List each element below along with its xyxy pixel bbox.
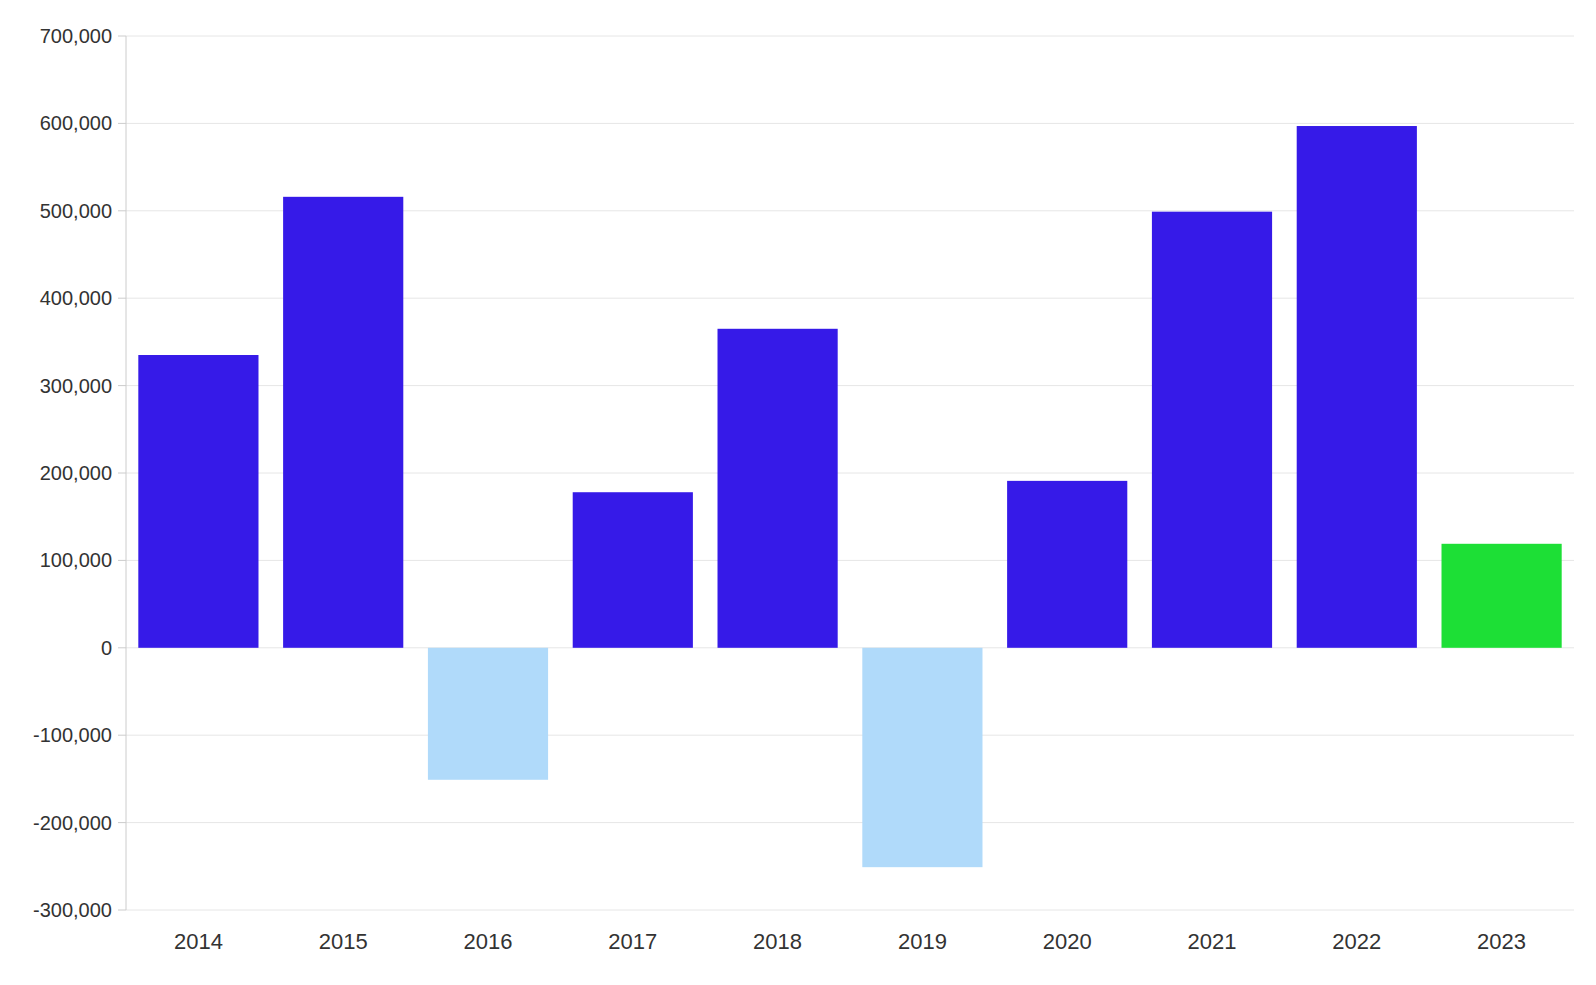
y-tick-label: -300,000 (33, 899, 112, 921)
tick-mark (118, 473, 126, 474)
tick-mark (118, 123, 126, 124)
y-tick-label: 300,000 (40, 375, 112, 397)
tick-mark (118, 560, 126, 561)
bar (283, 197, 403, 648)
x-tick-label: 2017 (608, 929, 657, 954)
bar (428, 648, 548, 780)
x-tick-label: 2023 (1477, 929, 1526, 954)
bar (1297, 126, 1417, 648)
tick-mark (118, 385, 126, 386)
y-tick-label: 700,000 (40, 25, 112, 47)
tick-mark (118, 210, 126, 211)
tick-mark (118, 735, 126, 736)
x-tick-label: 2019 (898, 929, 947, 954)
x-tick-label: 2022 (1332, 929, 1381, 954)
y-tick-label: 0 (101, 637, 112, 659)
tick-mark (118, 910, 126, 911)
y-tick-label: 400,000 (40, 287, 112, 309)
x-tick-label: 2016 (464, 929, 513, 954)
y-tick-label: 500,000 (40, 200, 112, 222)
x-tick-label: 2018 (753, 929, 802, 954)
bars (138, 126, 1561, 867)
bar (1442, 544, 1562, 648)
y-tick-label: 600,000 (40, 112, 112, 134)
bar (1007, 481, 1127, 648)
bar (862, 648, 982, 867)
x-tick-label: 2015 (319, 929, 368, 954)
y-tick-label: 100,000 (40, 549, 112, 571)
tick-mark (118, 647, 126, 648)
grid (118, 36, 1574, 910)
bar (1152, 212, 1272, 648)
bar (718, 329, 838, 648)
y-tick-label: -200,000 (33, 812, 112, 834)
tick-mark (118, 298, 126, 299)
x-tick-label: 2014 (174, 929, 223, 954)
grid-line (126, 36, 1574, 37)
tick-mark (118, 36, 126, 37)
y-axis-line (126, 36, 127, 910)
grid-line (126, 123, 1574, 124)
tick-mark (118, 822, 126, 823)
x-tick-label: 2020 (1043, 929, 1092, 954)
y-tick-label: -100,000 (33, 724, 112, 746)
chart: -300,000 -200,000 -100,000 0 100,000 200,000 3… (0, 0, 1596, 985)
grid-line (126, 822, 1574, 823)
bar (573, 492, 693, 648)
y-tick-label: 200,000 (40, 462, 112, 484)
x-tick-label: 2021 (1188, 929, 1237, 954)
grid-line (126, 735, 1574, 736)
bar (138, 355, 258, 648)
grid-line (126, 910, 1574, 911)
